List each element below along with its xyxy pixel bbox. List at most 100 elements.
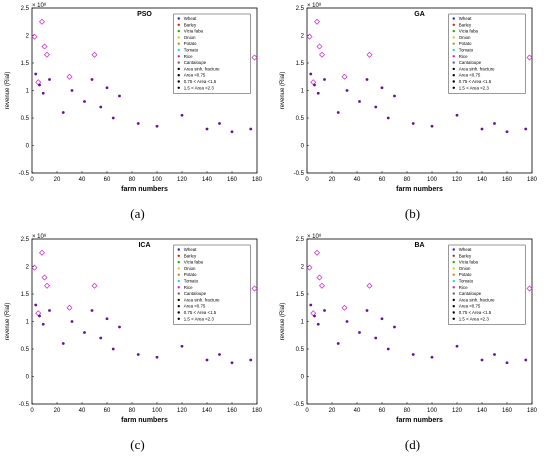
panel-caption: (c) [130,437,145,452]
x-tick-label: 80 [404,177,411,183]
legend-entry: Barley [184,22,197,27]
legend-entry: Wheat [459,247,472,252]
legend-marker [452,286,455,289]
y-tick-label: 1.5 [296,292,305,298]
chart-title: BA [414,242,424,249]
legend-entry: 0.75 < Area <1.5 [459,310,492,315]
data-point-rice [386,116,390,120]
data-point-rice [118,325,121,329]
data-point-cantaloupe [44,51,50,58]
x-tick-label: 160 [227,408,238,414]
legend-entry: Barley [459,253,472,258]
data-point-rice [455,113,459,117]
legend-marker [452,74,455,77]
x-tick-label: 100 [427,408,438,414]
legend-marker [452,36,455,39]
y-tick-label: 0.5 [296,116,305,122]
data-point-rice [90,309,94,312]
legend-entry: Onion [459,35,471,40]
data-point-cantaloupe [91,51,98,58]
y-tick-label: -0.5 [294,171,305,177]
data-point-cantaloupe [251,54,258,61]
legend-entry: Tomato [459,279,474,284]
x-tick-label: 0 [30,177,34,183]
x-tick-label: 140 [477,177,488,183]
y-tick-label: 1.5 [21,292,30,298]
data-point-rice [205,127,209,131]
chart-title: PSO [137,11,152,18]
legend-box [173,244,251,325]
y-tick-label: 0.5 [21,116,30,122]
data-point-rice [230,130,234,134]
data-point-rice [83,100,86,103]
y-tick-label: 1 [26,320,30,326]
x-tick-label: 160 [502,408,513,414]
data-point-cantaloupe [366,51,373,58]
legend-entry: 1.5 < Area <2.3 [459,316,490,321]
legend-entry: Area sinh. fracture [184,66,220,71]
panel-caption: (a) [130,206,145,221]
x-tick-label: 40 [354,177,361,183]
data-point-rice [34,72,38,76]
x-tick-label: 100 [152,408,163,414]
data-point-cantaloupe [39,249,45,256]
x-tick-label: 20 [54,177,61,183]
x-tick-label: 40 [79,177,86,183]
legend-entry: Area sinh. fracture [459,66,495,71]
x-tick-label: 60 [104,408,111,414]
chart-title: ICA [138,242,150,249]
data-point-rice [393,325,396,329]
data-point-rice [336,111,340,114]
legend-marker [452,298,455,302]
x-tick-label: 120 [452,408,463,414]
data-point-rice [316,91,320,95]
data-point-rice [34,303,38,307]
legend-entry: Tomato [184,279,199,284]
x-tick-label: 120 [452,177,463,183]
data-point-rice [90,78,94,81]
data-point-rice [105,86,109,90]
data-point-rice [111,347,115,351]
data-point-rice [41,91,45,95]
x-axis-label: farm numbers [396,186,443,193]
x-tick-label: 0 [30,408,34,414]
x-tick-label: 0 [305,408,309,414]
legend-entry: Vicia faba [459,260,479,265]
x-tick-label: 180 [527,177,538,183]
data-point-rice [70,89,74,92]
x-tick-label: 140 [202,177,213,183]
data-point-cantaloupe [314,18,320,25]
legend-entry: Barley [459,22,472,27]
data-point-rice [380,317,384,321]
legend-marker [177,248,180,251]
y-tick-label: 1 [301,89,305,95]
x-tick-label: 180 [527,408,538,414]
x-tick-label: 180 [252,177,263,183]
legend-marker [177,305,180,308]
data-point-rice [70,320,74,323]
legend-marker [452,305,455,308]
x-tick-label: 100 [427,177,438,183]
data-point-rice [480,358,484,362]
legend-marker [452,279,455,283]
data-point-cantaloupe [319,51,325,58]
legend-box [173,13,251,94]
legend-entry: Vicia faba [184,260,204,265]
data-point-rice [313,83,316,87]
data-point-cantaloupe [526,285,533,292]
y-tick-label: -0.5 [19,171,30,177]
data-point-cantaloupe [66,304,73,311]
data-point-rice [218,353,221,356]
x-tick-label: 20 [54,408,61,414]
x-tick-label: 60 [379,408,386,414]
data-point-cantaloupe [66,73,73,80]
data-point-rice [336,342,340,345]
legend-entry: Rice [184,285,193,290]
legend-entry: Potato [184,41,197,46]
legend-marker [177,292,180,295]
legend-marker [452,80,455,83]
y-axis-label: revenue (Rial) [280,72,286,110]
data-point-rice [230,361,234,365]
